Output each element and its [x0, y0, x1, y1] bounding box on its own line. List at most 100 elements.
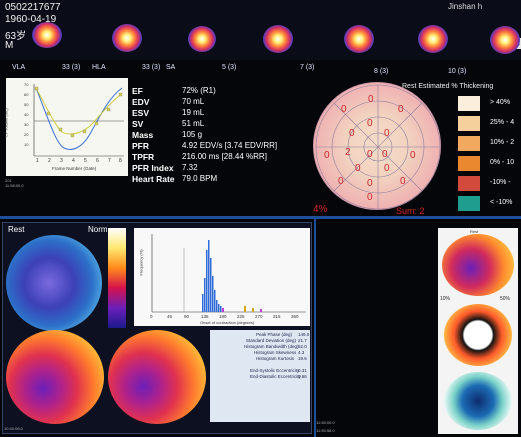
volume-curve-xtick-7: 7	[108, 158, 111, 164]
metric-heart-rate-label: Heart Rate	[132, 174, 175, 184]
phase-histogram	[151, 234, 306, 313]
legend-label-3: 10% - 2	[490, 139, 515, 146]
histogram-xtick-6: 225	[237, 314, 245, 319]
sa-thumbnail-1[interactable]	[188, 26, 216, 52]
right-column-header: Rest	[470, 229, 479, 234]
phase-polar-map-3[interactable]	[108, 330, 206, 424]
volume-curve-ylabel: LV Volume (mL)	[3, 108, 9, 137]
stat-label-5: Histogram Kurtosis	[256, 356, 295, 361]
metric-mass-value: 105 g	[182, 130, 203, 139]
histogram-xtick-8: 315	[273, 314, 281, 319]
sa-count-1: 5 (3)	[222, 64, 237, 71]
legend-swatch-6	[458, 196, 480, 211]
stat-label-6: End-Systolic Eccentricity	[250, 368, 300, 373]
patient-age: 63岁	[5, 31, 27, 42]
stat-label-1: Peak Phase (deg)	[256, 332, 293, 337]
phase-stats: Peak Phase (deg) 149.0 Standard Deviation…	[212, 332, 309, 420]
legend-label-5: -10% -	[490, 179, 511, 186]
volume-curve-ytick-5: 30	[24, 122, 29, 127]
volume-curve-chart	[33, 84, 124, 157]
metric-ef-label: EF	[132, 86, 143, 96]
volume-curve-ytick-3: 50	[24, 102, 29, 107]
patient-id: 0502217677	[5, 2, 61, 13]
polar-seg-6: 0	[384, 128, 390, 139]
legend-swatch-5	[458, 176, 480, 191]
viewport-separator-vertical	[314, 219, 316, 437]
lower-mid-timestamp: 11:55:58.0	[316, 428, 335, 433]
stat-label-7: End-Diastolic Eccentricity	[250, 374, 301, 379]
metric-sv-label: SV	[132, 119, 144, 129]
stat-value-7: 0.66	[298, 374, 307, 379]
sa-count-3: 8 (3)	[374, 68, 389, 75]
sa-thumbnail-2[interactable]	[263, 25, 293, 53]
volume-curve-ytick-1: 70	[24, 82, 29, 87]
sa-thumbnail-4[interactable]	[418, 25, 448, 53]
metric-edv-label: EDV	[132, 97, 150, 107]
legend-swatch-4	[458, 156, 480, 171]
metric-pfr-value: 4.92 EDV/s [3.74 EDV/RR]	[182, 141, 278, 150]
histogram-xtick-1: 0	[150, 314, 153, 319]
volume-curve-xtick-5: 5	[84, 158, 87, 164]
polar-seg-8: 0	[367, 149, 373, 160]
sa-thumbnail-5[interactable]	[490, 26, 520, 54]
phase-polar-map-2[interactable]	[6, 330, 104, 424]
legend-swatch-3	[458, 136, 480, 151]
histogram-xtick-4: 135	[201, 314, 209, 319]
metric-tpfr-value: 216.00 ms [28.44 %RR]	[182, 152, 267, 161]
patient-sex: M	[5, 40, 14, 51]
right-label-10: 10%	[440, 296, 451, 302]
institution-label: Jinshan h	[448, 2, 483, 11]
legend-swatch-1	[458, 96, 480, 111]
vla-count: 33 (3)	[62, 64, 81, 71]
histogram-xtick-3: 90	[184, 314, 190, 319]
vla-label: VLA	[12, 64, 26, 71]
metric-esv-value: 19 mL	[182, 108, 205, 117]
metric-pfr-index-value: 7.32	[182, 163, 198, 172]
volume-curve-ytick-2: 60	[24, 92, 29, 97]
histogram-xlabel: Onset of contraction (degrees)	[200, 320, 255, 325]
sa-label: SA	[166, 64, 176, 71]
polar-seg-15: 0	[338, 176, 344, 187]
metric-mass-label: Mass	[132, 130, 154, 140]
volume-curve-ytick-7: 10	[24, 142, 29, 147]
histogram-xtick-7: 270	[255, 314, 263, 319]
polar-seg-10: 0	[410, 150, 416, 161]
volume-curve-ytick-4: 40	[24, 112, 29, 117]
polar-seg-17: 0	[367, 192, 373, 203]
stat-label-3: Histogram Bandwidth (deg)	[244, 344, 299, 349]
thickening-title: Rest Estimated % Thickening	[402, 83, 494, 90]
legend-label-4: 0% - 10	[490, 159, 515, 166]
right-label-50: 50%	[500, 296, 511, 302]
volume-curve-xtick-4: 4	[72, 158, 75, 164]
stat-value-3: 52.0	[298, 344, 307, 349]
polar-seg-11: 0	[324, 150, 330, 161]
polar-seg-9: 0	[382, 149, 388, 160]
stat-value-2: 21.7	[298, 338, 307, 343]
norm-label: Norm	[88, 225, 108, 234]
sa-thumbnail-3[interactable]	[344, 25, 374, 53]
lower-right-timestamp: 11:58:00.0	[316, 420, 335, 425]
patient-dob: 1960-04-19	[5, 14, 57, 25]
metric-heart-rate-value: 79.0 BPM	[182, 174, 218, 183]
histogram-ylabel: Frequency (%)	[138, 249, 144, 276]
polar-seg-14: 0	[367, 178, 373, 189]
stat-label-4: Histogram Skewness	[254, 350, 297, 355]
thickening-bottom-left: 4%	[313, 204, 328, 215]
legend-label-1: > 40%	[490, 99, 511, 106]
right-polar-2[interactable]	[444, 304, 512, 366]
right-polar-3[interactable]	[444, 372, 512, 430]
hla-thumbnail[interactable]	[112, 24, 142, 52]
histogram-xtick-2: 45	[167, 314, 173, 319]
phase-polar-map[interactable]	[6, 235, 102, 331]
volume-curve-xtick-6: 6	[96, 158, 99, 164]
volume-curve-xtick-8: 8	[119, 158, 122, 164]
rest-label: Rest	[8, 225, 25, 234]
upper-timestamp: 201 11:58:00.0	[5, 178, 24, 188]
right-polar-1[interactable]	[442, 234, 514, 296]
polar-seg-2: 0	[341, 104, 347, 115]
histogram-xtick-5: 180	[219, 314, 227, 319]
volume-curve-xtick-1: 1	[36, 158, 39, 164]
volume-curve-panel	[6, 78, 128, 176]
thickening-sum: Sum: 2	[396, 206, 425, 216]
vla-thumbnail[interactable]	[32, 22, 62, 48]
